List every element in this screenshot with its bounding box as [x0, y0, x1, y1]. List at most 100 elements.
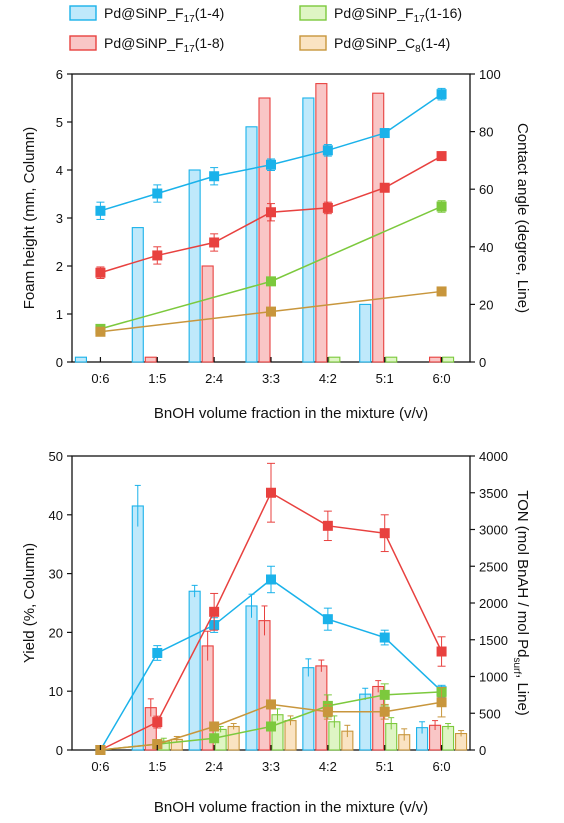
legend-label-3-sub: 8: [415, 44, 421, 55]
bar-s0-0: [74, 356, 87, 363]
legend-label-0-main: Pd@SiNP_F: [104, 5, 184, 21]
yr-tick-label-8: 4000: [479, 449, 508, 464]
y-right-title: TON (mol BnAH / mol Pdsurf, Line): [511, 490, 531, 716]
x-tick-label-4: 4:2: [319, 759, 337, 774]
yl-tick-label-2: 2: [56, 259, 63, 274]
yr-tick-label-4: 80: [479, 125, 493, 140]
marker-s0-4: [322, 614, 333, 625]
marker-s3-6: [436, 286, 447, 297]
x-title: BnOH volume fraction in the mixture (v/v…: [154, 405, 428, 422]
marker-s2-6: [436, 646, 447, 657]
x-tick-label-2: 2:4: [205, 371, 223, 386]
y-right-title-sub: surf: [511, 657, 522, 674]
marker-s3-3: [266, 306, 276, 317]
yr-tick-label-2: 40: [479, 240, 493, 255]
y-left-title: Yield (%, Column): [21, 543, 38, 663]
yr-tick-label-3: 1500: [479, 633, 508, 648]
legend-label-2-main: Pd@SiNP_F: [104, 35, 184, 51]
legend-label-1-tail: (1-16): [425, 5, 462, 21]
marker-s2-1: [152, 717, 163, 728]
x-tick-label-6: 6:0: [433, 759, 451, 774]
marker-s1-2: [209, 733, 220, 744]
bar-s0-3: [245, 605, 258, 751]
legend-label-3: Pd@SiNP_C8(1-4): [334, 35, 450, 55]
legend: Pd@SiNP_F17(1-4) Pd@SiNP_F17(1-16)Pd@SiNP…: [69, 5, 462, 55]
bar-s2-4: [315, 83, 328, 363]
bar-s0-1: [131, 505, 144, 751]
legend-label-1-sub: 17: [414, 14, 426, 25]
bar-s2-5: [372, 92, 385, 363]
marker-s0-2: [209, 171, 220, 182]
marker-s1-5: [379, 689, 390, 700]
bar-s3-2: [227, 725, 240, 751]
x-tick-label-0: 0:6: [91, 759, 109, 774]
yl-tick-label-3: 30: [49, 567, 63, 582]
yl-tick-label-4: 4: [56, 163, 63, 178]
y-left-title: Foam height (mm, Column): [21, 127, 38, 310]
x-tick-label-3: 3:3: [262, 371, 280, 386]
marker-s0-5: [379, 128, 390, 139]
legend-label-0-tail: (1-4): [195, 5, 225, 21]
bar-s0-3: [245, 126, 258, 363]
legend-label-3-tail: (1-4): [421, 35, 451, 51]
yr-tick-label-6: 3000: [479, 523, 508, 538]
marker-s3-6: [436, 697, 447, 708]
yr-tick-label-5: 100: [479, 67, 501, 82]
y-right-title-tail: , Line): [514, 674, 531, 716]
yr-tick-label-5: 2500: [479, 559, 508, 574]
marker-s1-3: [266, 276, 276, 287]
yl-tick-label-0: 0: [56, 355, 63, 370]
bar-s0-2: [188, 169, 201, 363]
x-tick-label-2: 2:4: [205, 759, 223, 774]
x-tick-label-1: 1:5: [148, 371, 166, 386]
x-tick-label-3: 3:3: [262, 759, 280, 774]
yr-tick-label-2: 1000: [479, 670, 508, 685]
x-tick-label-0: 0:6: [91, 371, 109, 386]
chart-foam-contact-angle: 0:6 1:5 2:4 3:3 4:2 5:1 6:00123456020406080100…: [21, 67, 531, 422]
y-right-title: Contact angle (degree, Line): [514, 123, 531, 313]
bar-s1-5: [385, 356, 398, 363]
marker-s0-5: [379, 632, 390, 643]
yr-tick-label-0: 0: [479, 743, 486, 758]
marker-s3-5: [379, 706, 390, 717]
marker-s2-6: [436, 151, 447, 162]
marker-s0-3: [266, 159, 276, 170]
bar-s1-4: [328, 356, 341, 363]
x-tick-label-4: 4:2: [319, 371, 337, 386]
legend-swatch-3: [299, 35, 327, 51]
yl-tick-label-5: 50: [49, 449, 63, 464]
bar-s2-1: [144, 356, 157, 363]
bar-s0-1: [131, 227, 144, 363]
marker-s3-4: [322, 706, 333, 717]
bar-s0-5: [359, 693, 372, 751]
y-right-title-main: TON (mol BnAH / mol Pd: [514, 490, 531, 657]
line-s0: [100, 93, 442, 212]
legend-label-0-sub: 17: [184, 14, 196, 25]
marker-s0-1: [152, 647, 163, 658]
marker-s0-0: [95, 205, 106, 216]
marker-s3-2: [209, 721, 220, 732]
marker-s2-3: [266, 207, 276, 218]
yr-tick-label-1: 500: [479, 706, 501, 721]
legend-label-2: Pd@SiNP_F17(1-8): [104, 35, 224, 55]
legend-label-1: Pd@SiNP_F17(1-16): [334, 5, 462, 25]
marker-s3-3: [266, 699, 276, 710]
bar-s2-2: [201, 265, 214, 363]
yl-tick-label-5: 5: [56, 115, 63, 130]
yl-tick-label-2: 20: [49, 625, 63, 640]
marker-s3-0: [95, 326, 106, 337]
bar-s0-2: [188, 590, 201, 751]
bar-s0-5: [359, 303, 372, 363]
marker-s1-3: [266, 721, 276, 732]
legend-label-3-main: Pd@SiNP_C: [334, 35, 415, 51]
marker-s2-0: [95, 267, 106, 278]
legend-label-2-tail: (1-8): [195, 35, 225, 51]
marker-s2-1: [152, 250, 163, 261]
legend-swatch-2: [69, 35, 97, 51]
yr-tick-label-1: 20: [479, 297, 493, 312]
yl-tick-label-6: 6: [56, 67, 63, 82]
yr-tick-label-3: 60: [479, 182, 493, 197]
x-title: BnOH volume fraction in the mixture (v/v…: [154, 799, 428, 816]
bar-s1-6: [442, 725, 455, 751]
